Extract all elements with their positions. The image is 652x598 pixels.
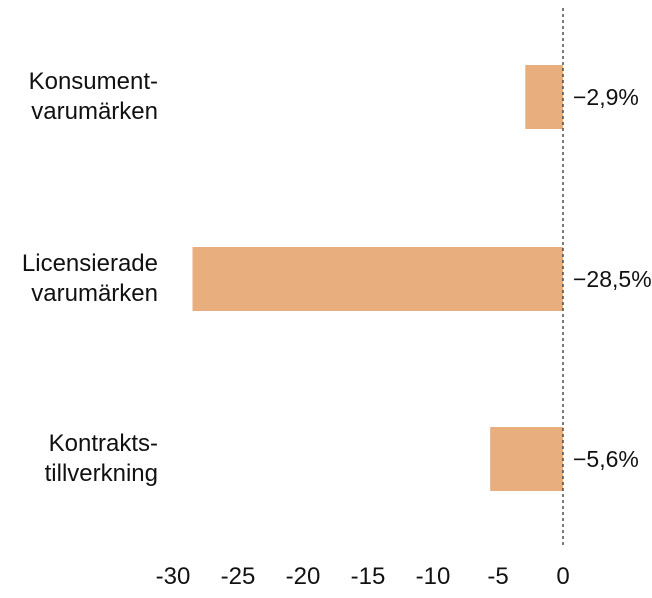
value-labels: −2,9% −28,5% −5,6% (573, 84, 652, 472)
category-label-1: Licensierade varumärken (22, 250, 158, 307)
value-label-1: −28,5% (573, 266, 652, 292)
category-label-0: Konsument-varumärken (29, 68, 158, 125)
x-tick-label: -15 (351, 563, 386, 590)
category-label-2: Kontrakts-tillverkning (45, 430, 158, 487)
category-label-line: Kontrakts- (49, 430, 158, 457)
bar-2 (490, 427, 563, 491)
x-axis-tick-labels: -30 -25 -20 -15 -10 -5 0 (156, 563, 570, 590)
bar-0 (525, 65, 563, 129)
value-label-2: −5,6% (573, 446, 639, 472)
category-label-line: tillverkning (45, 460, 158, 487)
category-label-line: varumärken (31, 98, 158, 125)
category-labels: Konsument-varumärken Licensierade varumärk… (22, 68, 158, 487)
x-tick-label: -20 (286, 563, 321, 590)
x-tick-label: -30 (156, 563, 191, 590)
category-label-line: Konsument- (29, 68, 158, 95)
x-tick-label: -5 (487, 563, 508, 590)
category-label-line: varumärken (31, 280, 158, 307)
x-tick-label: -10 (416, 563, 451, 590)
value-label-0: −2,9% (573, 84, 639, 110)
bar-1 (192, 247, 563, 311)
bars-layer (192, 65, 563, 491)
x-tick-label: 0 (556, 563, 569, 590)
category-label-line: Licensierade (22, 250, 158, 277)
x-tick-label: -25 (221, 563, 256, 590)
